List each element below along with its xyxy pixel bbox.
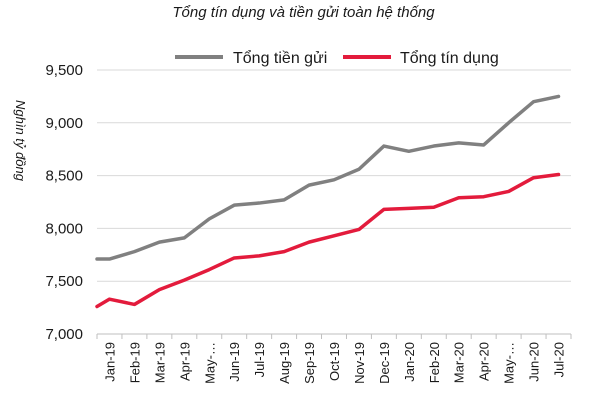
x-tick-label: Sep-19 <box>302 342 317 384</box>
y-tick-label: 7,500 <box>45 273 83 290</box>
x-tick-label: Mar-19 <box>152 342 167 383</box>
x-tick-label: Apr-19 <box>177 342 192 381</box>
x-tick-label: Feb-20 <box>427 342 442 383</box>
x-tick-label: Jul-20 <box>552 342 567 377</box>
x-tick-label: Dec-19 <box>377 342 392 384</box>
x-tick-label: Aug-19 <box>277 342 292 384</box>
x-tick-label: Jul-19 <box>252 342 267 377</box>
y-tick-label: 9,000 <box>45 115 83 132</box>
legend-label: Tổng tín dụng <box>400 49 499 67</box>
y-tick-label: 8,500 <box>45 168 83 185</box>
y-axis-label: Nghìn tỷ đồng <box>13 100 28 182</box>
x-tick-label: Apr-20 <box>477 342 492 381</box>
x-tick-label: May-… <box>202 342 217 384</box>
x-tick-label: Jan-20 <box>402 342 417 382</box>
legend-label: Tổng tiền gửi <box>233 49 327 67</box>
x-tick-label: Jun-20 <box>527 342 542 382</box>
chart-title: Tổng tín dụng và tiền gửi toàn hệ thống <box>172 4 435 21</box>
x-tick-label: Oct-19 <box>327 342 342 381</box>
series-line-1 <box>95 94 561 261</box>
x-tick-label: Feb-19 <box>127 342 142 383</box>
x-tick-label: Jan-19 <box>102 342 117 382</box>
series-line-2 <box>95 172 561 309</box>
x-tick-label: May-… <box>502 342 517 384</box>
y-tick-label: 9,500 <box>45 62 83 79</box>
y-tick-label: 8,000 <box>45 220 83 237</box>
x-tick-label: Jun-19 <box>227 342 242 382</box>
x-tick-label: Mar-20 <box>452 342 467 383</box>
y-tick-label: 7,000 <box>45 326 83 343</box>
x-tick-label: Nov-19 <box>352 342 367 384</box>
